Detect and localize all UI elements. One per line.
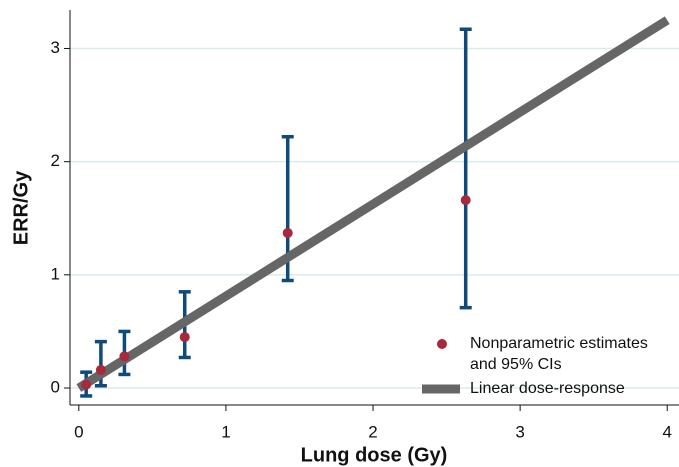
y-tick-label: 0 [51,378,60,397]
y-tick-label: 3 [51,38,60,57]
x-tick-label: 2 [368,422,377,441]
point [119,351,130,362]
y-tick-label: 2 [51,151,60,170]
x-tick-label: 3 [515,422,524,441]
x-tick-label: 0 [74,422,83,441]
y-axis-title: ERR/Gy [10,170,32,245]
error-bar [459,27,472,310]
point [95,364,106,375]
point [81,379,92,390]
x-axis-title: Lung dose (Gy) [301,444,448,466]
y-tick-label: 1 [51,264,60,283]
x-tick-label: 4 [662,422,671,441]
point [460,195,471,206]
legend-label: Linear dose-response [470,380,625,397]
legend-label: Nonparametric estimates and 95% CIs [470,335,648,373]
x-tick-label: 1 [221,422,230,441]
fit-line [76,16,670,392]
point [282,227,293,238]
legend-swatch [437,339,447,349]
point [179,332,190,343]
